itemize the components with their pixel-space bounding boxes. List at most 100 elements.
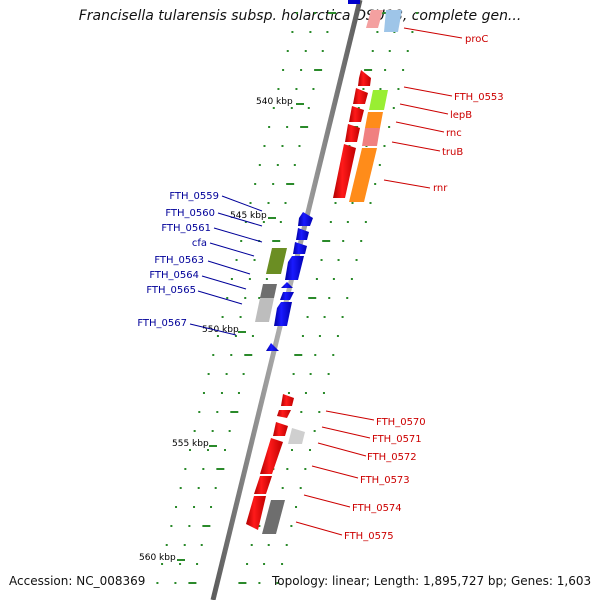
tick-mark-89 [350, 278, 353, 280]
major-tick-1 [268, 217, 276, 219]
tick-mark-37 [286, 126, 289, 128]
tick-mark-27 [362, 88, 365, 90]
tick-mark-83 [355, 259, 358, 261]
tick-mark-32 [307, 107, 310, 109]
label-trub[interactable]: truB [442, 147, 463, 158]
tick-mark-127 [216, 411, 219, 413]
gene-lepb-lime [369, 90, 388, 110]
tick-mark-1 [314, 12, 317, 14]
tick-mark-70 [346, 221, 349, 223]
tick-mark-139 [206, 449, 209, 451]
tick-mark-137 [313, 430, 316, 432]
tick-mark-38 [300, 126, 309, 128]
tick-mark-158 [210, 506, 213, 508]
gene-rnc-orange [365, 112, 383, 128]
tick-mark-142 [290, 449, 293, 451]
tick-mark-55 [272, 183, 275, 185]
tick-mark-180 [156, 582, 159, 584]
label-fth-0565[interactable]: FTH_0565 [146, 285, 196, 296]
tick-mark-163 [188, 525, 191, 527]
label-lepb[interactable]: lepB [450, 110, 472, 121]
tick-mark-69 [329, 221, 332, 223]
label-fth-0571[interactable]: FTH_0571 [372, 434, 422, 445]
tick-mark-146 [216, 468, 225, 470]
gene-fth-0571 [273, 422, 288, 436]
gene-fth-0564b [280, 292, 294, 300]
gene-fth-0575 [246, 496, 266, 530]
tick-mark-22 [384, 69, 387, 71]
tick-mark-60 [249, 202, 252, 204]
gene-fth-0574 [254, 476, 272, 494]
label-fth-0564[interactable]: FTH_0564 [149, 270, 199, 281]
tick-mark-8 [326, 31, 329, 33]
tick-mark-156 [175, 506, 178, 508]
tick-mark-173 [285, 544, 288, 546]
tick-mark-21 [364, 69, 373, 71]
label-fth-0570[interactable]: FTH_0570 [376, 417, 426, 428]
major-tick-0 [296, 103, 304, 105]
tick-mark-76 [342, 240, 345, 242]
gene-rnc [345, 124, 360, 142]
tick-mark-68 [279, 221, 282, 223]
tick-mark-42 [263, 145, 266, 147]
label-fth-0561[interactable]: FTH_0561 [161, 223, 211, 234]
tick-mark-130 [300, 411, 303, 413]
gene-fth-0565 [274, 302, 292, 326]
tick-mark-99 [306, 316, 309, 318]
tick-mark-152 [214, 487, 217, 489]
tick-mark-182 [188, 582, 197, 584]
tick-mark-175 [179, 563, 182, 565]
tick-mark-19 [300, 69, 303, 71]
tick-mark-97 [239, 316, 242, 318]
tick-mark-87 [315, 278, 318, 280]
label-fth-0572[interactable]: FTH_0572 [367, 452, 417, 463]
tick-mark-11 [411, 31, 414, 33]
tick-mark-50 [293, 164, 296, 166]
tick-mark-85 [248, 278, 251, 280]
tick-mark-183 [238, 582, 247, 584]
gene-cfa [285, 256, 304, 280]
gene-fth-0561 [293, 242, 307, 254]
tick-mark-0 [296, 12, 299, 14]
label-fth-0575[interactable]: FTH_0575 [344, 531, 394, 542]
scale-label-555: 555 kbp [172, 439, 209, 449]
label-fth-0573[interactable]: FTH_0573 [360, 475, 410, 486]
label-fth-0559[interactable]: FTH_0559 [169, 191, 219, 202]
label-fth-0574[interactable]: FTH_0574 [352, 503, 402, 514]
tick-mark-88 [332, 278, 335, 280]
label-fth-0553[interactable]: FTH_0553 [454, 92, 504, 103]
tick-mark-56 [286, 183, 295, 185]
tick-mark-110 [244, 354, 253, 356]
label-fth-0563[interactable]: FTH_0563 [154, 255, 204, 266]
tick-mark-171 [250, 544, 253, 546]
tick-mark-133 [211, 430, 214, 432]
label-rnc[interactable]: rnc [446, 128, 462, 139]
scale-label-550: 550 kbp [202, 325, 239, 335]
tick-mark-66 [244, 221, 247, 223]
label-proc[interactable]: proC [465, 34, 488, 45]
tick-mark-181 [174, 582, 177, 584]
gene-fth-0553b [353, 88, 368, 104]
label-cfa[interactable]: cfa [192, 238, 207, 249]
tick-mark-101 [341, 316, 344, 318]
tick-mark-17 [406, 50, 409, 52]
tick-mark-145 [202, 468, 205, 470]
tick-mark-167 [290, 525, 293, 527]
tick-mark-48 [258, 164, 261, 166]
tick-mark-35 [392, 107, 395, 109]
tick-mark-109 [230, 354, 233, 356]
tick-mark-179 [281, 563, 284, 565]
tick-mark-12 [286, 50, 289, 52]
tick-mark-123 [287, 392, 290, 394]
left-labels: FTH_0559 FTH_0560 FTH_0561 cfa FTH_0563 … [137, 191, 219, 329]
tick-mark-43 [281, 145, 284, 147]
gene-proc-lightblue [384, 10, 402, 32]
tick-mark-62 [284, 202, 287, 204]
tick-mark-75 [322, 240, 331, 242]
tick-mark-143 [308, 449, 311, 451]
gene-leab [349, 106, 364, 122]
gene-proc-pink [366, 10, 383, 28]
label-fth-0560[interactable]: FTH_0560 [165, 208, 215, 219]
label-fth-0567[interactable]: FTH_0567 [137, 318, 187, 329]
label-rnr[interactable]: rnr [433, 183, 448, 194]
